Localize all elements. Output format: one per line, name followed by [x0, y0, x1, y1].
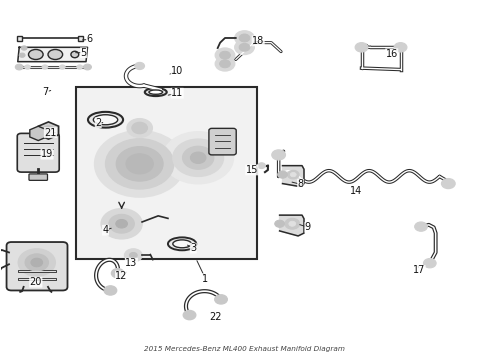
Text: 15: 15	[245, 165, 258, 175]
Text: 13: 13	[125, 258, 137, 268]
Text: 3: 3	[190, 243, 196, 253]
Text: 9: 9	[304, 222, 310, 232]
Circle shape	[214, 295, 227, 304]
Circle shape	[182, 146, 213, 169]
Text: 7: 7	[42, 87, 49, 97]
Polygon shape	[279, 215, 304, 236]
Circle shape	[271, 150, 285, 160]
Circle shape	[15, 64, 23, 70]
Text: 5: 5	[81, 48, 86, 58]
Ellipse shape	[88, 112, 123, 128]
Polygon shape	[282, 166, 304, 186]
Circle shape	[163, 132, 233, 184]
Circle shape	[31, 258, 42, 267]
Circle shape	[24, 65, 30, 69]
Circle shape	[290, 172, 296, 177]
Circle shape	[59, 65, 65, 69]
Text: 17: 17	[412, 265, 425, 275]
Circle shape	[274, 220, 284, 227]
Circle shape	[219, 60, 230, 68]
Circle shape	[116, 147, 163, 181]
Text: 12: 12	[115, 271, 127, 281]
Circle shape	[219, 51, 230, 59]
Circle shape	[234, 31, 254, 45]
Circle shape	[132, 122, 147, 134]
FancyBboxPatch shape	[17, 134, 59, 172]
FancyBboxPatch shape	[29, 174, 47, 180]
Ellipse shape	[28, 49, 43, 59]
Circle shape	[215, 57, 234, 71]
Polygon shape	[18, 47, 87, 62]
Circle shape	[109, 215, 134, 233]
FancyBboxPatch shape	[78, 36, 82, 41]
Circle shape	[190, 152, 205, 163]
Circle shape	[21, 46, 27, 50]
Text: 10: 10	[171, 66, 183, 76]
Circle shape	[423, 258, 435, 268]
Circle shape	[257, 163, 265, 168]
Circle shape	[126, 154, 153, 174]
Text: 22: 22	[208, 312, 221, 322]
Circle shape	[116, 220, 127, 228]
Text: 4: 4	[102, 225, 108, 235]
Circle shape	[42, 126, 55, 135]
Text: 14: 14	[349, 186, 361, 197]
Text: 11: 11	[171, 88, 183, 98]
Ellipse shape	[167, 237, 196, 250]
Circle shape	[441, 179, 454, 189]
Circle shape	[239, 43, 249, 51]
Circle shape	[127, 119, 152, 137]
Text: 16: 16	[385, 49, 397, 59]
Ellipse shape	[172, 240, 191, 248]
Circle shape	[105, 139, 173, 189]
Circle shape	[239, 34, 249, 42]
Circle shape	[129, 252, 137, 258]
Circle shape	[18, 249, 55, 276]
Circle shape	[172, 139, 223, 176]
Ellipse shape	[48, 49, 62, 59]
Text: 6: 6	[86, 35, 92, 44]
Text: 1: 1	[202, 274, 208, 284]
Circle shape	[393, 42, 406, 52]
Circle shape	[135, 62, 144, 69]
Circle shape	[234, 40, 254, 54]
Text: 21: 21	[44, 128, 57, 138]
Ellipse shape	[144, 88, 166, 96]
FancyBboxPatch shape	[17, 36, 21, 41]
Circle shape	[414, 222, 427, 231]
Circle shape	[45, 129, 51, 133]
Circle shape	[287, 170, 299, 179]
Circle shape	[25, 254, 48, 271]
Text: 18: 18	[251, 36, 264, 46]
Ellipse shape	[71, 51, 79, 58]
FancyBboxPatch shape	[76, 87, 256, 259]
Ellipse shape	[93, 115, 118, 125]
Circle shape	[183, 310, 196, 320]
Circle shape	[95, 131, 184, 197]
FancyBboxPatch shape	[6, 242, 67, 291]
Circle shape	[77, 65, 82, 69]
Circle shape	[42, 65, 48, 69]
Text: 8: 8	[297, 179, 303, 189]
Circle shape	[277, 171, 287, 178]
Circle shape	[101, 209, 142, 239]
Ellipse shape	[149, 90, 162, 94]
FancyBboxPatch shape	[208, 129, 236, 155]
Circle shape	[285, 219, 299, 229]
Circle shape	[111, 269, 124, 278]
Circle shape	[124, 249, 142, 262]
Circle shape	[83, 64, 91, 70]
Text: 20: 20	[30, 277, 42, 287]
Text: 2: 2	[95, 118, 101, 128]
Circle shape	[288, 221, 295, 226]
Circle shape	[215, 48, 234, 62]
Text: 2015 Mercedes-Benz ML400 Exhaust Manifold Diagram: 2015 Mercedes-Benz ML400 Exhaust Manifol…	[143, 346, 345, 352]
Circle shape	[19, 53, 25, 57]
Circle shape	[354, 42, 367, 52]
Text: 19: 19	[41, 149, 53, 159]
Circle shape	[104, 286, 117, 295]
